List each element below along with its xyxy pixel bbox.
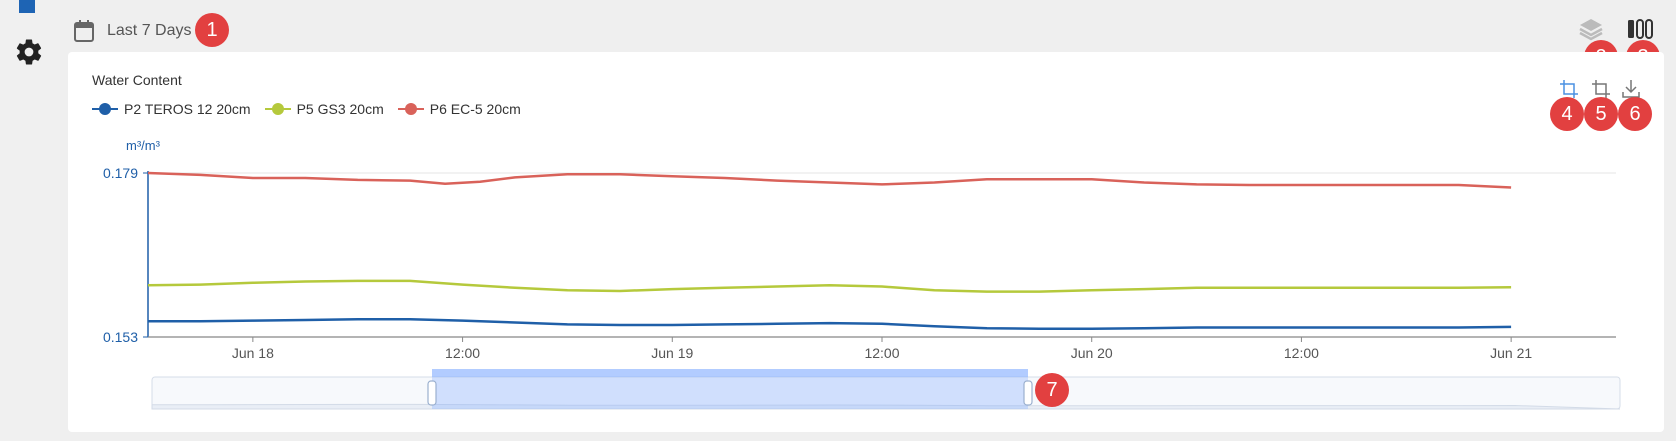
sidebar-active-tab[interactable]: [19, 0, 35, 13]
legend-item-teros[interactable]: P2 TEROS 12 20cm: [92, 101, 251, 117]
series-line-2: [147, 171, 1512, 189]
layers-icon[interactable]: [1578, 16, 1604, 42]
annotation-badge-1: 1: [195, 13, 229, 47]
y-tick-label: 0.153: [103, 329, 138, 345]
legend-label: P6 EC-5 20cm: [429, 101, 521, 117]
legend-item-gs3[interactable]: P5 GS3 20cm: [264, 101, 384, 117]
legend-marker: [397, 102, 424, 116]
columns-icon[interactable]: [1626, 16, 1656, 42]
annotation-badge-5: 5: [1584, 97, 1618, 131]
annotation-badge-7: 7: [1035, 373, 1069, 407]
legend-marker: [92, 102, 118, 116]
gear-icon[interactable]: [14, 37, 44, 67]
annotation-badge-6: 6: [1618, 97, 1652, 131]
chart-card: [68, 52, 1664, 432]
annotation-badge-4: 4: [1550, 97, 1584, 131]
zoom-selection: [432, 369, 1028, 409]
zoom-selection-bar: [432, 369, 1028, 377]
chart-title: Water Content: [92, 72, 182, 88]
sidebar: [0, 0, 60, 441]
x-tick-label: Jun 20: [1071, 345, 1113, 361]
date-range-selector[interactable]: Last 7 Days: [73, 16, 191, 46]
series-line-0: [148, 318, 1512, 331]
x-tick-label: Jun 18: [232, 345, 274, 361]
legend-item-ec5[interactable]: P6 EC-5 20cm: [397, 101, 521, 117]
x-tick-label: 12:00: [1284, 345, 1319, 361]
zoom-reset-icon[interactable]: [1590, 78, 1612, 100]
legend-marker: [264, 102, 291, 116]
data-zoom-icon[interactable]: [1558, 78, 1580, 100]
axes: m³/m³ 0.179 0.153 Jun 18 12:00 Jun 19 12:00 Jun…: [103, 138, 1616, 361]
calendar-icon: [74, 20, 94, 42]
series-layer: [147, 171, 1512, 331]
legend-label: P5 GS3 20cm: [296, 101, 384, 117]
zoom-handle-right[interactable]: [1023, 380, 1033, 406]
y-tick-label: 0.179: [103, 165, 138, 181]
chart-legend: P2 TEROS 12 20cm P5 GS3 20cm P6 EC-5 20c…: [92, 101, 521, 117]
x-tick-label: Jun 19: [651, 345, 693, 361]
x-tick-label: 12:00: [445, 345, 480, 361]
zoom-preview-area: [151, 403, 1621, 410]
series-line-1: [147, 279, 1512, 293]
data-zoom-slider[interactable]: [151, 369, 1621, 410]
x-tick-label: Jun 21: [1490, 345, 1532, 361]
legend-label: P2 TEROS 12 20cm: [124, 101, 251, 117]
x-tick-label: 12:00: [864, 345, 899, 361]
date-range-label: Last 7 Days: [107, 22, 192, 39]
zoom-handle-left[interactable]: [427, 380, 437, 406]
y-axis-label: m³/m³: [126, 138, 161, 153]
